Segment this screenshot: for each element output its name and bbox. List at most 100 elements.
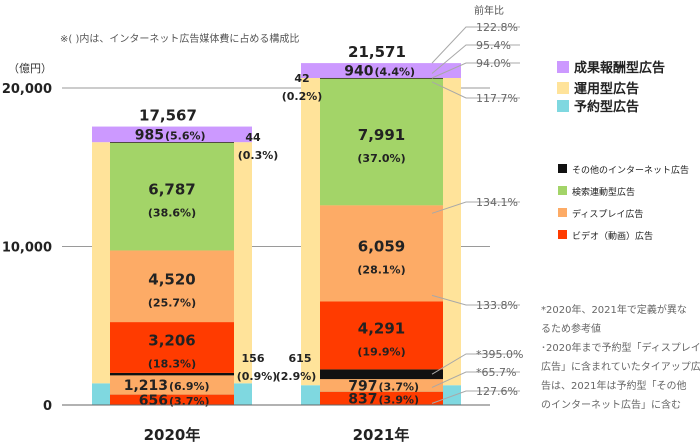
x-tick-label: 2021年 <box>353 426 410 444</box>
search-pct: (38.6%) <box>148 207 196 220</box>
display-programmatic-value: 6,059 <box>358 237 405 255</box>
yoy-label: 95.4% <box>476 39 511 52</box>
video-reserved-value: 837 <box>348 391 377 407</box>
performance-pct: (5.6%) <box>165 129 206 142</box>
search-value: 6,787 <box>148 181 195 199</box>
inner-bar-display-reserved <box>320 379 443 392</box>
yoy-leader-line <box>431 81 520 99</box>
legend-label: 検索連動型広告 <box>572 186 635 198</box>
inner-bar-display-programmatic <box>110 250 234 323</box>
yoy-leader-line <box>431 44 520 74</box>
search-value: 7,991 <box>358 126 405 144</box>
data-labels: 17,567 985 (5.6%) 6,787 (38.6%) 4,520 (25.7%) 3… <box>124 43 419 444</box>
search-pct: (37.0%) <box>357 152 405 165</box>
legend-swatch <box>557 100 569 112</box>
y-tick-label: 10,000 <box>2 241 52 256</box>
video-programmatic-pct: (18.3%) <box>148 357 196 370</box>
inner-bar-display-reserved <box>110 375 234 395</box>
total-label: 21,571 <box>348 43 406 61</box>
bars <box>92 63 461 405</box>
y-unit-label: （億円） <box>8 62 52 75</box>
display-reserved-value: 1,213 <box>124 378 168 394</box>
yoy-label: 94.0% <box>476 57 511 70</box>
note-top: ※( )内は、インターネット広告媒体費に占める構成比 <box>60 32 299 45</box>
inner-bar-other-reserved <box>110 372 234 376</box>
video-programmatic-value: 3,206 <box>148 331 195 349</box>
performance-pct: (4.4%) <box>375 66 416 79</box>
footnote-line: ･2020年まで予約型「ディスプレイ <box>541 341 700 354</box>
display-reserved-pct: (6.9%) <box>169 380 210 393</box>
inner-bar-other-reserved <box>320 369 443 380</box>
other-reserved-pct: (0.9%) <box>237 370 278 383</box>
yoy-leader-line <box>431 294 520 306</box>
video-reserved-value: 656 <box>139 393 168 409</box>
y-tick-label: 0 <box>43 399 52 414</box>
yoy-label: 117.7% <box>476 92 518 105</box>
video-reserved-pct: (3.9%) <box>379 393 420 406</box>
yoy-leader-line <box>431 26 520 64</box>
display-reserved-pct: (3.7%) <box>379 380 420 393</box>
display-programmatic-pct: (25.7%) <box>148 296 196 309</box>
inner-bar-search <box>110 142 234 251</box>
legend-swatch <box>558 208 567 217</box>
inner-bar-other-programmatic <box>110 142 234 143</box>
inner-bar-video-reserved <box>320 391 443 405</box>
inner-bar-display-programmatic <box>320 205 443 302</box>
inner-bar-video-reserved <box>110 394 234 405</box>
video-programmatic-value: 4,291 <box>358 319 405 337</box>
legend-swatch <box>558 230 567 239</box>
footnote-line: 広告」に含まれていたタイアップ広 <box>541 360 700 373</box>
legend-swatch <box>558 164 567 173</box>
legend-swatch <box>558 186 567 195</box>
yoy-header: 前年比 <box>474 4 504 17</box>
legend-label: 運用型広告 <box>574 81 639 97</box>
video-programmatic-pct: (19.9%) <box>357 345 405 358</box>
legend: 成果報酬型広告運用型広告予約型広告その他のインターネット広告検索連動型広告ディス… <box>557 60 689 242</box>
footnote-line: のインターネット広告」に含む <box>541 398 681 411</box>
display-reserved-value: 797 <box>348 378 377 394</box>
performance-value: 940 <box>344 64 373 80</box>
display-programmatic-pct: (28.1%) <box>357 263 405 276</box>
outer-bar-performance <box>301 63 461 78</box>
legend-swatch <box>557 82 569 94</box>
legend-label: 予約型広告 <box>574 99 639 115</box>
yoy-label: *65.7% <box>476 366 516 379</box>
other-programmatic-pct: (0.3%) <box>238 149 279 162</box>
other-programmatic-value: 44 <box>245 131 261 144</box>
yoy-leader-line <box>431 390 520 404</box>
yoy-leader-lines: 122.8% 95.4% 94.0% 117.7% 134.1% 133.8% *395.0… <box>431 21 523 404</box>
other-programmatic-pct: (0.2%) <box>282 90 323 103</box>
other-reserved-value: 156 <box>242 352 265 365</box>
yoy-label: 133.8% <box>476 299 518 312</box>
inner-bar-video-programmatic <box>110 322 234 373</box>
other-reserved-value: 615 <box>289 352 312 365</box>
yoy-label: *395.0% <box>476 348 523 361</box>
footnote-line: *2020年、2021年で定義が異な <box>541 303 687 316</box>
footnote-line: るため参考値 <box>541 322 601 335</box>
yoy-leader-line <box>431 371 520 388</box>
outer-bar-performance <box>92 126 252 143</box>
legend-label: ディスプレイ広告 <box>572 208 643 220</box>
performance-value: 985 <box>135 127 164 143</box>
legend-swatch <box>557 61 569 73</box>
other-programmatic-value: 42 <box>294 72 309 85</box>
yoy-leader-line <box>431 201 520 214</box>
total-label: 17,567 <box>139 107 197 125</box>
yoy-label: 122.8% <box>476 21 518 34</box>
y-tick-label: 20,000 <box>2 82 52 97</box>
footnote-line: 告は、2021年は予約型「その他 <box>541 379 686 392</box>
y-axis: 0 10,000 20,000 <box>2 82 490 414</box>
other-reserved-pct: (2.9%) <box>276 370 317 383</box>
yoy-label: 127.6% <box>476 385 518 398</box>
yoy-leader-line <box>431 62 520 79</box>
inner-bar-video-programmatic <box>320 301 443 370</box>
legend-label: その他のインターネット広告 <box>572 164 689 176</box>
display-programmatic-value: 4,520 <box>148 270 195 288</box>
legend-label: ビデオ（動画）広告 <box>572 230 653 242</box>
inner-bar-search <box>320 78 443 206</box>
yoy-label: 134.1% <box>476 196 518 209</box>
video-reserved-pct: (3.7%) <box>169 395 210 408</box>
x-tick-label: 2020年 <box>144 426 201 444</box>
